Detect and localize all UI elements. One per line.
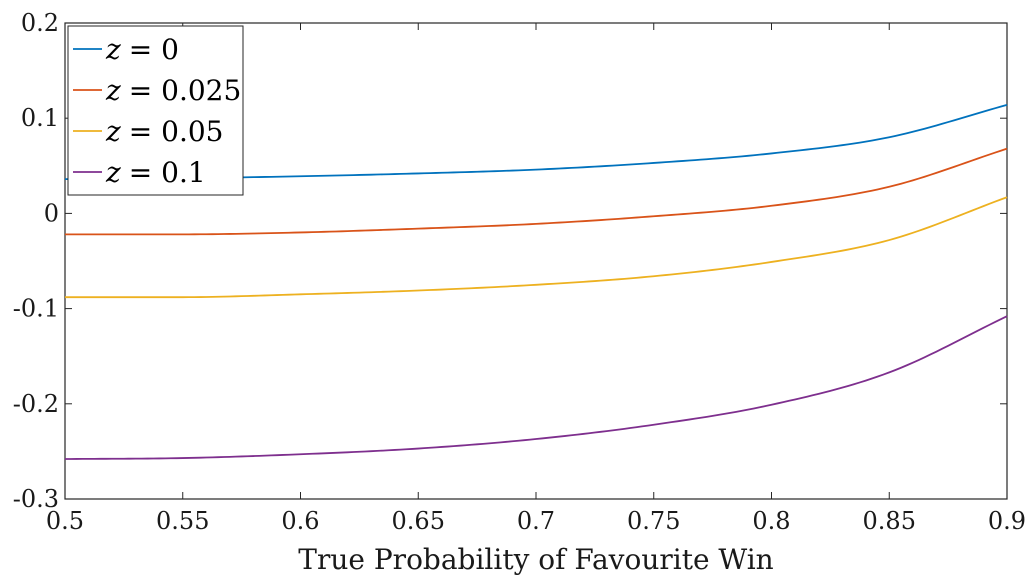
x-tick-label: 0.5 <box>46 507 84 535</box>
y-tick-label: 0.2 <box>21 9 59 37</box>
x-tick-label: 0.85 <box>863 507 916 535</box>
legend-value: = 0.025 <box>129 74 242 107</box>
ticks-layer: 0.5 0.55 0.6 0.65 0.7 0.75 0.8 0.85 0.9 -0.3 -0.2 -… <box>13 9 1026 535</box>
y-tick-label: -0.1 <box>13 295 59 323</box>
y-tick-label: -0.3 <box>13 485 59 513</box>
y-tick-label: 0.1 <box>21 104 59 132</box>
series-line <box>64 315 1008 460</box>
legend-variable: z <box>105 33 121 66</box>
x-tick-label: 0.65 <box>392 507 445 535</box>
legend-entry: z = 0.1 <box>105 156 206 189</box>
x-tick-label: 0.7 <box>517 507 555 535</box>
y-tick-label: 0 <box>44 199 59 227</box>
legend-value: = 0 <box>129 33 179 66</box>
legend-entry: z = 0.025 <box>105 74 241 107</box>
legend-variable: z <box>105 74 121 107</box>
series-line <box>65 196 1008 299</box>
x-tick-label: 0.8 <box>752 507 790 535</box>
legend-value: = 0.05 <box>129 115 224 148</box>
x-tick-label: 0.55 <box>156 507 209 535</box>
legend-entry: z = 0 <box>105 33 179 66</box>
y-tick-label: -0.2 <box>13 390 59 418</box>
x-tick-label: 0.6 <box>281 507 319 535</box>
series-line <box>65 147 1008 236</box>
legend-box <box>67 25 244 196</box>
x-axis-label: True Probability of Favourite Win <box>298 543 773 576</box>
x-tick-label: 0.9 <box>988 507 1026 535</box>
legend-entry: z = 0.05 <box>105 115 223 148</box>
x-tick-label: 0.75 <box>627 507 680 535</box>
legend-value: = 0.1 <box>129 156 206 189</box>
legend-variable: z <box>105 115 121 148</box>
legend-variable: z <box>105 156 121 189</box>
